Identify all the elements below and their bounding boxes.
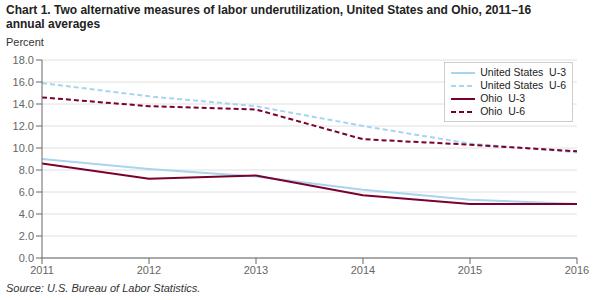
svg-text:14.0: 14.0 — [13, 98, 34, 110]
svg-text:12.0: 12.0 — [13, 120, 34, 132]
svg-text:2016: 2016 — [565, 264, 589, 276]
svg-text:2011: 2011 — [30, 264, 54, 276]
svg-text:4.0: 4.0 — [19, 208, 34, 220]
html-text:Source: U.S. Bureau of Labor S: Source: U.S. Bureau of Labor Statistics. — [6, 282, 201, 294]
svg-text:16.0: 16.0 — [13, 76, 34, 88]
svg-text:2013: 2013 — [244, 264, 268, 276]
html-text:United States U-6: United States U-6 — [480, 79, 566, 91]
html-text:Chart 1. Two alternative measu: Chart 1. Two alternative measures of lab… — [6, 3, 532, 17]
html-text:Percent: Percent — [6, 36, 44, 48]
svg-text:2014: 2014 — [351, 264, 375, 276]
html-text:United States U-3: United States U-3 — [480, 66, 566, 78]
svg-text:10.0: 10.0 — [13, 142, 34, 154]
html-text:Ohio U-6: Ohio U-6 — [480, 105, 526, 117]
svg-text:2015: 2015 — [458, 264, 482, 276]
svg-text:2012: 2012 — [137, 264, 161, 276]
html-text:Ohio U-3: Ohio U-3 — [480, 92, 526, 104]
html-text:annual averages: annual averages — [6, 17, 101, 31]
svg-text:18.0: 18.0 — [13, 54, 34, 66]
svg-text:0.0: 0.0 — [19, 252, 34, 264]
svg-text:6.0: 6.0 — [19, 186, 34, 198]
svg-text:8.0: 8.0 — [19, 164, 34, 176]
svg-text:2.0: 2.0 — [19, 230, 34, 242]
